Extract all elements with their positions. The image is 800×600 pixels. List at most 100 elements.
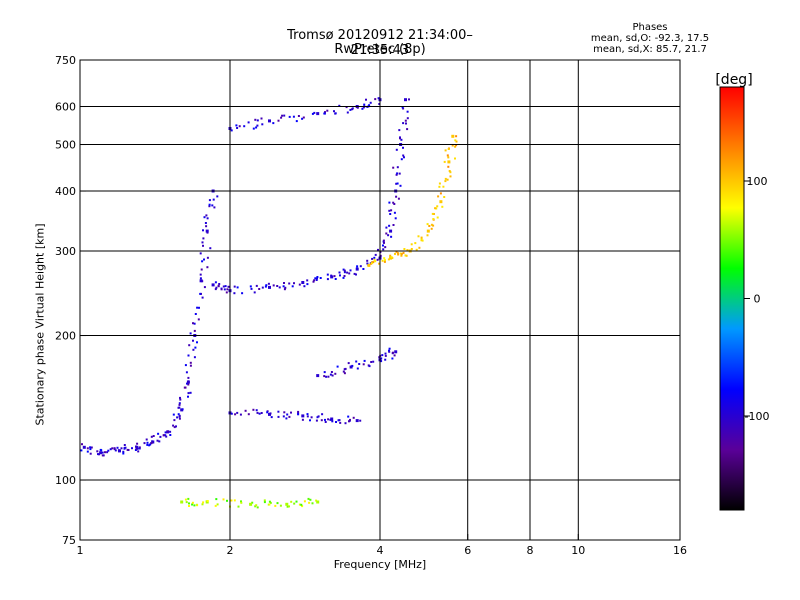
- data-point: [283, 288, 286, 291]
- data-point: [390, 256, 393, 259]
- x-tick-label: 1: [77, 544, 84, 557]
- data-point: [349, 269, 352, 272]
- data-point: [390, 209, 393, 212]
- y-tick-label: 600: [55, 101, 76, 114]
- data-point: [400, 138, 403, 141]
- data-point: [307, 497, 310, 500]
- colorbar-tick-label: 0: [754, 293, 761, 306]
- data-point: [396, 182, 399, 185]
- data-point: [313, 111, 316, 114]
- data-point: [82, 445, 86, 449]
- data-point: [172, 413, 175, 416]
- data-point: [400, 253, 403, 256]
- data-point: [298, 283, 301, 286]
- data-point: [363, 103, 366, 106]
- data-point: [254, 118, 257, 121]
- data-point: [297, 410, 300, 413]
- data-point: [402, 107, 405, 110]
- data-point: [316, 276, 319, 278]
- data-point: [260, 412, 263, 414]
- data-point: [89, 448, 92, 451]
- data-point: [258, 288, 261, 290]
- data-point: [371, 262, 374, 265]
- data-point: [216, 195, 219, 198]
- data-point: [247, 413, 250, 416]
- data-point: [283, 411, 286, 414]
- data-point: [281, 114, 284, 117]
- data-point: [265, 284, 268, 287]
- data-point: [214, 288, 217, 291]
- data-point: [164, 431, 167, 434]
- data-point: [447, 165, 450, 168]
- data-point: [454, 139, 457, 142]
- data-point: [206, 217, 209, 220]
- data-point: [238, 125, 241, 128]
- data-point: [256, 119, 259, 122]
- data-point: [89, 446, 92, 449]
- data-point: [404, 119, 407, 122]
- data-points: [80, 97, 458, 509]
- data-point: [334, 278, 337, 280]
- phase-info-o: mean, sd,O: -92.3, 17.5: [590, 33, 710, 44]
- data-point: [418, 246, 421, 249]
- data-point: [284, 286, 287, 289]
- x-tick-label: 2: [227, 544, 234, 557]
- data-point: [334, 372, 337, 375]
- data-point: [86, 447, 89, 450]
- data-point: [400, 254, 403, 257]
- data-point: [295, 120, 298, 123]
- data-point: [356, 267, 358, 270]
- data-point: [398, 129, 401, 132]
- data-point: [264, 285, 267, 288]
- data-point: [420, 239, 423, 242]
- data-point: [199, 252, 202, 255]
- data-point: [432, 213, 435, 215]
- data-point: [406, 128, 409, 131]
- data-point: [384, 352, 387, 355]
- data-point: [194, 313, 197, 315]
- data-point: [323, 112, 326, 115]
- data-point: [352, 416, 355, 419]
- data-point: [388, 349, 390, 352]
- y-tick-label: 500: [55, 139, 76, 152]
- data-point: [384, 246, 387, 249]
- data-point: [90, 446, 93, 449]
- data-point: [316, 500, 320, 504]
- data-point: [80, 449, 83, 452]
- data-point: [395, 173, 398, 176]
- data-point: [179, 396, 181, 399]
- data-point: [388, 347, 391, 350]
- data-point: [426, 223, 429, 226]
- data-point: [244, 409, 247, 412]
- data-point: [205, 214, 208, 217]
- data-point: [356, 265, 359, 268]
- data-point: [405, 254, 408, 257]
- data-point: [306, 279, 309, 282]
- data-point: [434, 207, 437, 210]
- data-point: [378, 103, 381, 105]
- data-point: [347, 415, 350, 418]
- data-point: [295, 500, 298, 503]
- data-point: [408, 98, 410, 101]
- data-point: [268, 500, 271, 503]
- data-point: [208, 199, 211, 202]
- data-point: [344, 422, 347, 425]
- data-point: [239, 413, 242, 416]
- data-point: [266, 411, 269, 414]
- data-point: [290, 500, 293, 503]
- colorbar: [719, 86, 745, 511]
- data-point: [98, 453, 101, 456]
- data-point: [230, 499, 233, 502]
- data-point: [159, 435, 162, 438]
- data-point: [301, 505, 304, 508]
- data-point: [283, 282, 285, 284]
- data-point: [326, 278, 329, 281]
- data-point: [394, 217, 397, 220]
- data-point: [277, 119, 280, 122]
- data-point: [330, 275, 334, 279]
- data-point: [368, 104, 371, 107]
- data-point: [399, 137, 401, 140]
- data-point: [447, 148, 450, 150]
- data-point: [178, 406, 181, 409]
- data-point: [203, 216, 206, 219]
